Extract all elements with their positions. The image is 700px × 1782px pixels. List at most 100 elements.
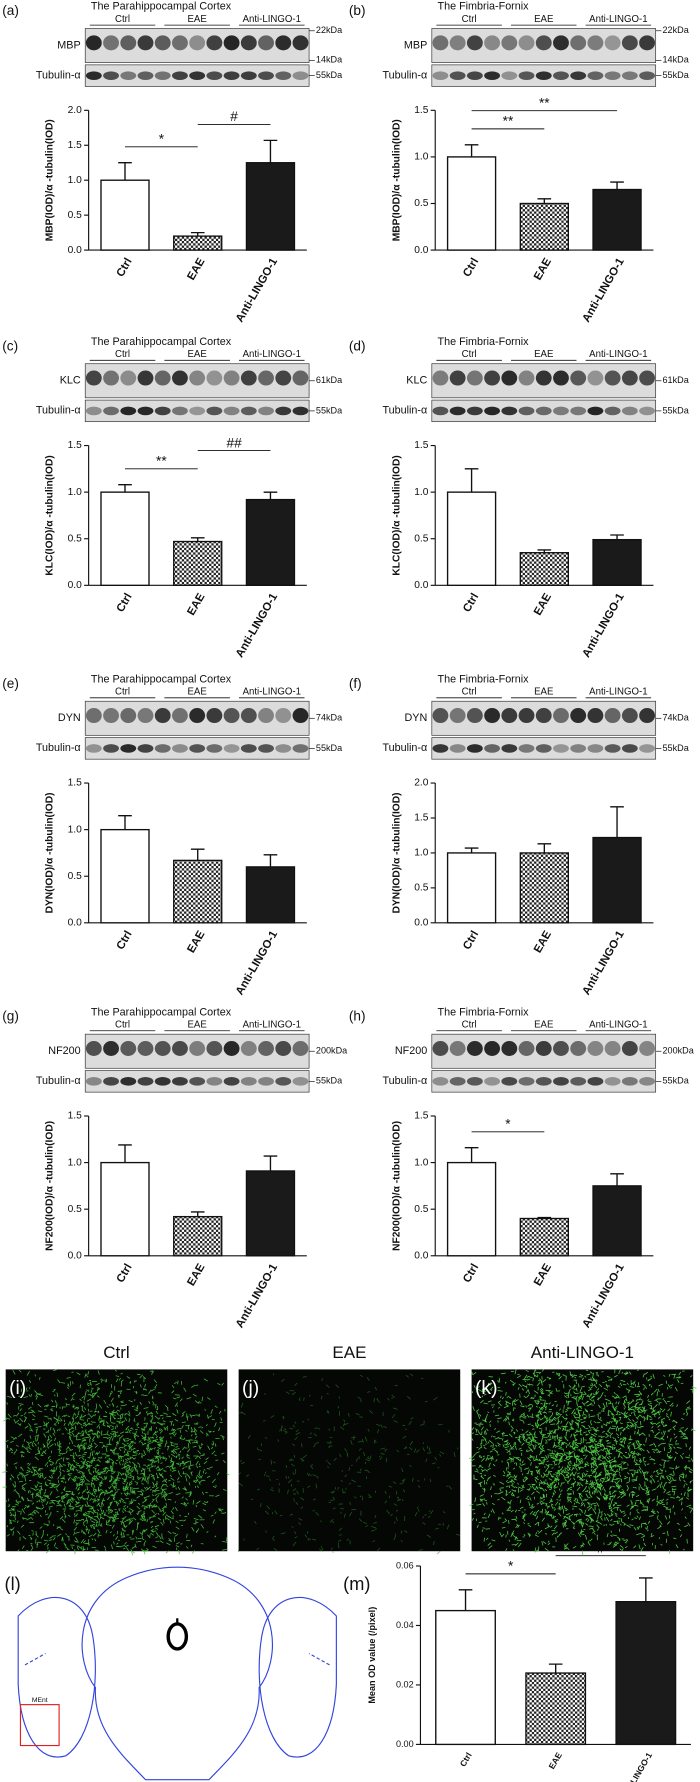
- blot-band: [103, 744, 119, 753]
- bar: [245, 498, 296, 587]
- significance-label: *: [505, 1117, 511, 1132]
- y-axis-label: KLC(IOD)/α -tubulin(IOD): [45, 455, 56, 575]
- blot-band: [103, 406, 119, 416]
- blot-band: [553, 406, 569, 416]
- blot-band: [432, 708, 449, 724]
- blot-band: [258, 406, 274, 416]
- ventricle: [166, 1622, 189, 1651]
- blot-band: [621, 1041, 638, 1056]
- bar: [245, 162, 296, 251]
- blot-band: [103, 1041, 119, 1056]
- blot-group-label: Ctrl: [462, 349, 477, 360]
- blot-band: [85, 370, 102, 386]
- x-tick-label: EAE: [185, 256, 207, 283]
- blot-band: [223, 1077, 240, 1086]
- blot-group-label: Anti-LINGO-1: [243, 14, 301, 25]
- blot-band: [449, 1041, 466, 1056]
- blot-band: [172, 1077, 188, 1086]
- y-axis-label: Mean OD value (/pixel): [367, 1607, 377, 1704]
- blot-band: [292, 35, 309, 51]
- blot-band: [275, 708, 292, 724]
- blot-group-label: Ctrl: [115, 349, 130, 360]
- blot-band: [223, 35, 240, 51]
- blot-band: [137, 35, 154, 51]
- blot-band: [206, 71, 223, 80]
- size-marker: 22kDa: [663, 25, 690, 35]
- blot-band: [466, 708, 483, 724]
- error-bar: [537, 843, 552, 853]
- blot-group-label: Ctrl: [462, 14, 477, 25]
- y-tick-label: 1.0: [68, 1157, 83, 1168]
- blot-band: [501, 744, 518, 753]
- image-title: Anti-LINGO-1: [531, 1343, 634, 1362]
- blot-row-label: NF200: [395, 1045, 427, 1057]
- x-tick-label: EAE: [532, 256, 554, 283]
- y-axis-label: MBP(IOD)/α -tubulin(IOD): [45, 119, 56, 241]
- x-tick-label: Anti-LINGO-1: [580, 929, 626, 997]
- significance-label: *: [159, 132, 165, 147]
- y-tick-label: 1.5: [414, 440, 429, 451]
- size-marker: 61kDa: [316, 375, 343, 385]
- blot-band: [501, 35, 518, 51]
- blot-band: [120, 1077, 137, 1086]
- blot-band: [535, 35, 552, 51]
- blot-band: [292, 406, 309, 416]
- blot-title: The Fimbria-Fornix: [438, 1006, 530, 1018]
- blot-band: [172, 71, 188, 80]
- blot-band: [518, 1077, 535, 1086]
- blot-band: [466, 1041, 483, 1056]
- micrograph: [238, 1369, 461, 1552]
- bar: [592, 836, 642, 924]
- bar: [100, 1161, 150, 1257]
- brain-diagram: [17, 1566, 337, 1781]
- blot-band: [137, 370, 154, 386]
- blot-band: [432, 71, 449, 80]
- x-tick-label: Ctrl: [461, 591, 481, 614]
- x-tick-label: EAE: [185, 1261, 207, 1288]
- y-tick-label: 0.5: [68, 533, 83, 544]
- blot-band: [639, 1041, 655, 1056]
- size-marker: 55kDa: [663, 405, 690, 415]
- significance-label: **: [539, 95, 550, 110]
- blot-band: [275, 370, 292, 386]
- blot-band: [449, 1077, 466, 1086]
- blot-group-label: EAE: [188, 1020, 208, 1031]
- blot-band: [518, 744, 535, 753]
- x-tick-label: EAE: [185, 929, 207, 956]
- blot-band: [484, 1041, 501, 1056]
- blot-title: The Fimbria-Fornix: [438, 1, 530, 13]
- image-title: Ctrl: [103, 1343, 130, 1362]
- x-tick-label: Ctrl: [461, 256, 481, 279]
- size-marker: 55kDa: [316, 1076, 343, 1086]
- blot-band: [484, 744, 501, 753]
- y-tick-label: 1.5: [414, 813, 429, 824]
- brain-outline: [81, 1566, 273, 1781]
- lobe-line: [24, 1653, 46, 1666]
- x-tick-label: EAE: [546, 1750, 564, 1770]
- blot-band: [206, 370, 223, 386]
- bar: [446, 156, 497, 251]
- blot-band: [484, 370, 501, 386]
- region-box: [19, 1704, 60, 1747]
- bar: [519, 202, 570, 251]
- blot-band: [292, 744, 309, 753]
- blot-band: [535, 708, 552, 724]
- blot-band: [621, 406, 638, 416]
- blot-row-label: Tubulin-α: [382, 1075, 427, 1087]
- blot-band: [172, 370, 188, 386]
- blot-band: [535, 71, 552, 80]
- blot-band: [172, 744, 188, 753]
- blot-band: [466, 1077, 483, 1086]
- y-tick-label: 1.0: [414, 1157, 429, 1168]
- bar: [173, 1215, 223, 1257]
- significance-label: #: [230, 109, 238, 124]
- blot-band: [621, 744, 638, 753]
- blot-group-label: Anti-LINGO-1: [589, 349, 647, 360]
- error-bar: [118, 484, 132, 493]
- blot-group-label: Ctrl: [115, 687, 130, 698]
- blot-row-label: KLC: [406, 375, 427, 387]
- bar: [446, 491, 497, 587]
- blot-band: [449, 708, 466, 724]
- y-tick-label: 1.5: [68, 778, 83, 789]
- x-tick-label: Ctrl: [461, 929, 481, 952]
